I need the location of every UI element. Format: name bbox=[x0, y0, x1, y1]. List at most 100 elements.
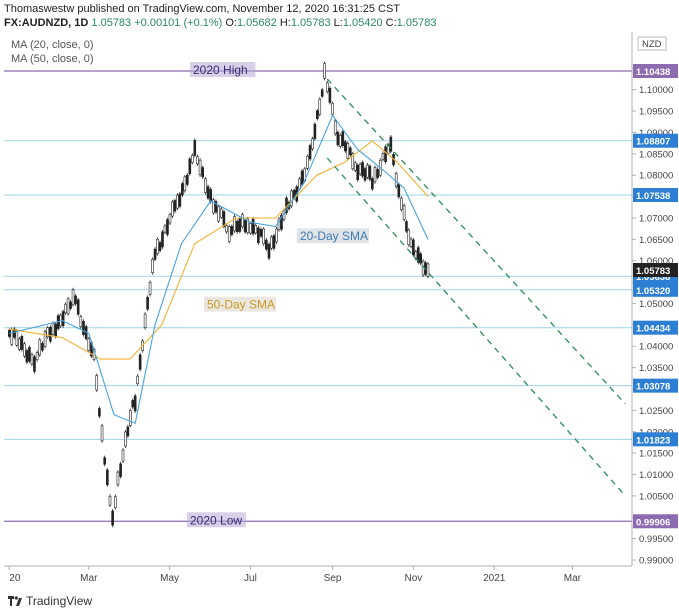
price-candle bbox=[270, 236, 273, 249]
annotation-2020-low: 2020 Low bbox=[187, 512, 246, 528]
price-candle bbox=[156, 238, 159, 254]
y-tick-label: 1.01500 bbox=[639, 449, 673, 460]
price-candle bbox=[74, 295, 77, 305]
currency-box[interactable] bbox=[637, 36, 667, 51]
price-candle bbox=[119, 463, 122, 477]
y-tick-label: 1.08500 bbox=[639, 149, 673, 160]
open-label: O: bbox=[225, 17, 237, 29]
price-candle bbox=[272, 235, 276, 249]
annotation-50-day-sma-bg bbox=[204, 296, 276, 312]
price-candle bbox=[397, 184, 401, 198]
price-candle bbox=[353, 162, 357, 171]
last-price-label: 1.05783 bbox=[636, 266, 670, 277]
price-candle bbox=[298, 178, 301, 190]
price-candle bbox=[381, 153, 385, 160]
price-candle bbox=[82, 320, 85, 335]
price-candle bbox=[171, 201, 174, 217]
price-candle bbox=[384, 146, 387, 163]
annotation-2020-low-text: 2020 Low bbox=[190, 513, 242, 527]
price-candle bbox=[277, 218, 281, 231]
plot-background[interactable] bbox=[4, 32, 632, 566]
price-candle bbox=[121, 449, 125, 462]
y-tick-label: 1.08000 bbox=[639, 171, 673, 182]
ma20-legend[interactable]: MA (20, close, 0) bbox=[11, 39, 94, 51]
price-candle bbox=[41, 342, 44, 351]
price-candle bbox=[373, 167, 377, 183]
price-candle bbox=[275, 228, 278, 243]
price-candle bbox=[15, 330, 19, 346]
price-candle bbox=[124, 431, 127, 447]
price-candle bbox=[361, 162, 364, 177]
price-candle bbox=[363, 168, 367, 181]
level-price-tag bbox=[633, 187, 678, 202]
y-tick-label: 1.02500 bbox=[639, 406, 673, 417]
x-tick-label: Sep bbox=[324, 573, 342, 584]
price-candle bbox=[35, 352, 39, 361]
annotation-20-day-sma-text: 20-Day SMA bbox=[300, 229, 368, 243]
price-candle bbox=[54, 323, 57, 337]
price-candle bbox=[348, 147, 352, 156]
high-label: H: bbox=[279, 17, 291, 29]
price-candle bbox=[217, 206, 220, 222]
price-candle bbox=[79, 316, 83, 328]
price-candle bbox=[405, 221, 408, 232]
annotations: 2020 High 2020 Low 20-Day SMA 50-Day SMA bbox=[187, 61, 369, 528]
price-candle bbox=[389, 136, 393, 152]
last-price-tag bbox=[633, 263, 678, 278]
price-chart[interactable]: 2020 High 2020 Low 20-Day SMA 50-Day SMA 1.… bbox=[0, 28, 679, 592]
price-candle bbox=[25, 350, 29, 363]
y-tick-label: 1.01000 bbox=[639, 470, 673, 481]
price-candle bbox=[416, 247, 420, 263]
price-candle bbox=[186, 174, 189, 185]
currency-label: NZD bbox=[642, 39, 662, 50]
level-price-label: 1.01823 bbox=[636, 435, 670, 446]
y-tick-label: 1.07000 bbox=[639, 213, 673, 224]
price-candle bbox=[212, 199, 215, 214]
price-candle bbox=[320, 89, 324, 97]
close-label: C: bbox=[385, 17, 397, 29]
ma50-legend[interactable]: MA (50, close, 0) bbox=[11, 53, 94, 65]
y-tick-label: 0.99000 bbox=[639, 556, 673, 567]
plot-area[interactable] bbox=[4, 32, 632, 566]
price-candle bbox=[214, 201, 218, 213]
level-price-tag bbox=[633, 514, 678, 529]
price-candle bbox=[233, 216, 236, 232]
price-candle bbox=[188, 158, 192, 174]
price-candle bbox=[306, 156, 309, 169]
x-tick-label: May bbox=[160, 573, 179, 584]
x-tick-label: Jul bbox=[244, 573, 257, 584]
price-candle bbox=[103, 457, 106, 465]
price-candle bbox=[316, 110, 319, 119]
annotation-50-day-sma: 50-Day SMA bbox=[204, 296, 276, 312]
level-price-label: 1.04434 bbox=[636, 324, 671, 335]
price-candle bbox=[168, 214, 172, 224]
price-candle bbox=[204, 178, 207, 193]
price-candle bbox=[251, 218, 255, 235]
price-candle bbox=[222, 211, 226, 227]
annotation-2020-low-bg bbox=[187, 512, 246, 528]
price-candle bbox=[138, 354, 142, 370]
price-candle bbox=[225, 225, 228, 233]
price-candle bbox=[133, 395, 137, 412]
price-candle bbox=[331, 103, 334, 115]
y-axis[interactable]: 1.105001.100001.095001.090001.085001.080… bbox=[631, 32, 678, 567]
level-price-tag bbox=[633, 320, 678, 335]
level-price-label: 1.05320 bbox=[636, 286, 670, 297]
price-candle bbox=[38, 339, 42, 356]
price-candle bbox=[325, 82, 329, 92]
symbol-label[interactable]: FX:AUDNZD, 1D bbox=[4, 17, 89, 29]
price-candle bbox=[61, 311, 65, 327]
last-price: 1.05783 bbox=[91, 17, 132, 29]
x-axis[interactable]: 20 Mar May Jul Sep Nov 2021 Mar bbox=[4, 565, 632, 584]
price-candle bbox=[219, 208, 223, 218]
price-candle bbox=[76, 299, 80, 315]
x-tick-label: Mar bbox=[564, 573, 582, 584]
price-candle bbox=[153, 248, 157, 260]
price-candle bbox=[265, 239, 268, 250]
price-candle bbox=[259, 229, 263, 237]
price-candle bbox=[183, 176, 187, 191]
level-price-tag bbox=[633, 133, 678, 148]
price-candle bbox=[87, 338, 91, 351]
price-candle bbox=[426, 263, 430, 277]
close-value: 1.05783 bbox=[396, 17, 437, 29]
